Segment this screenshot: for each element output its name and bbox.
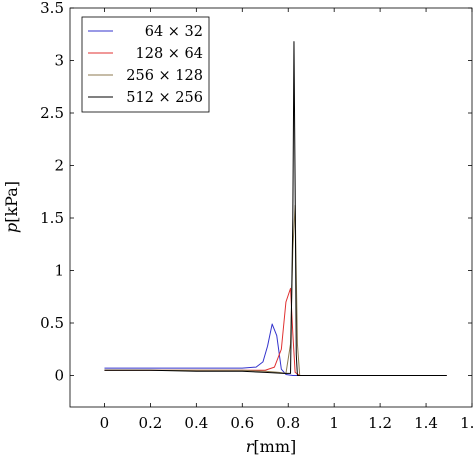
- y-tick-label: 0.5: [40, 314, 64, 332]
- series-lines: [104, 41, 447, 376]
- y-tick-label: 1: [54, 262, 64, 280]
- series-line-4: [104, 41, 447, 376]
- y-tick-label: 3.5: [40, 0, 64, 17]
- plot-frame: [69, 7, 473, 408]
- y-tick-label: 3: [54, 52, 64, 70]
- x-tick-label: 1.6: [460, 414, 474, 432]
- y-tick-label: 1.5: [40, 209, 64, 227]
- series-line-3: [104, 204, 447, 376]
- x-tick-label: 0.2: [138, 414, 162, 432]
- x-tick-label: 0.4: [184, 414, 208, 432]
- x-tick-label: 0.8: [276, 414, 300, 432]
- legend: 64 × 32 128 × 64 256 × 128 512 × 256: [81, 16, 210, 113]
- legend-label-2: 128 × 64: [136, 46, 204, 62]
- x-tick-label: 1: [329, 414, 339, 432]
- legend-label-1: 64 × 32: [145, 24, 203, 40]
- legend-label-4: 512 × 256: [126, 90, 203, 106]
- x-tick-label: 1.4: [414, 414, 438, 432]
- x-tick-label: 0: [100, 414, 110, 432]
- y-axis-label: p[kPa]: [2, 181, 21, 233]
- x-tick-label: 1.2: [368, 414, 392, 432]
- axis-ticks: [70, 7, 473, 407]
- series-line-1: [104, 323, 447, 376]
- y-tick-label: 2.5: [40, 104, 64, 122]
- legend-items: 64 × 32 128 × 64 256 × 128 512 × 256: [88, 24, 203, 106]
- x-tick-label: 0.6: [230, 414, 254, 432]
- y-tick-label: 0: [54, 367, 64, 385]
- tick-labels: 0 0.2 0.4 0.6 0.8 1 1.2 1.4 1.6 0 0.5 1 1.5 2 2.5 3 3.5: [40, 0, 474, 432]
- x-axis-label: r[mm]: [246, 437, 296, 456]
- legend-box: [81, 16, 210, 113]
- legend-label-3: 256 × 128: [126, 68, 203, 84]
- y-tick-label: 2: [54, 157, 64, 175]
